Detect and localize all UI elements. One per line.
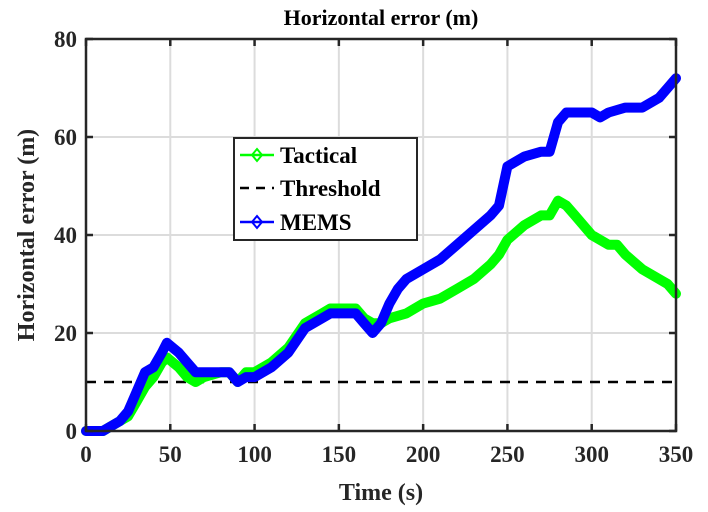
- x-axis-label: Time (s): [339, 480, 423, 506]
- x-tick-label: 300: [574, 442, 609, 467]
- y-tick-label: 60: [54, 125, 77, 150]
- y-tick-label: 80: [54, 27, 77, 52]
- x-tick-label: 0: [80, 442, 92, 467]
- x-tick-label: 200: [406, 442, 441, 467]
- x-tick-label: 100: [237, 442, 272, 467]
- legend: Tactical Threshold MEMS: [233, 137, 418, 241]
- legend-item-threshold: Threshold: [240, 176, 381, 201]
- axis-ticks: 0 50 100 150 200 250 300 350 0 20 40 60 80: [54, 27, 693, 467]
- legend-label-tactical: Tactical: [280, 143, 357, 168]
- y-tick-label: 40: [54, 223, 77, 248]
- chart-title: Horizontal error (m): [284, 5, 479, 30]
- legend-label-threshold: Threshold: [280, 176, 381, 201]
- legend-item-mems: MEMS: [240, 210, 352, 235]
- y-tick-label: 0: [66, 419, 78, 444]
- series-mems: [81, 73, 681, 436]
- x-tick-label: 250: [490, 442, 525, 467]
- diamond-marker-icon: [250, 214, 264, 230]
- legend-label-mems: MEMS: [280, 210, 352, 235]
- y-axis-label: Horizontal error (m): [14, 129, 40, 341]
- y-tick-label: 20: [54, 321, 77, 346]
- x-tick-label: 150: [322, 442, 357, 467]
- x-tick-label: 50: [159, 442, 182, 467]
- legend-item-tactical: Tactical: [240, 143, 357, 168]
- diamond-marker-icon: [250, 147, 264, 163]
- x-tick-label: 350: [659, 442, 694, 467]
